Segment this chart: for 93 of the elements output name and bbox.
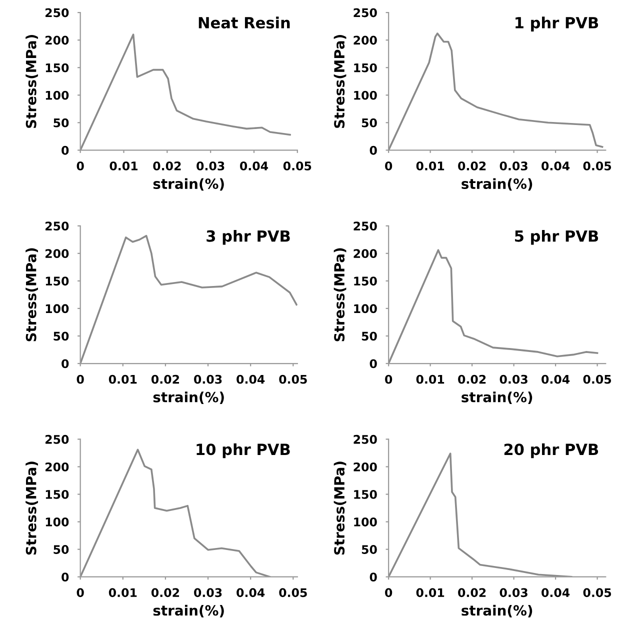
x-axis-title: strain(%) xyxy=(153,392,224,404)
y-tick-label: 0 xyxy=(62,359,69,368)
y-tick-label: 100 xyxy=(46,304,69,314)
x-axis-title: strain(%) xyxy=(462,178,532,191)
x-tick-label: 0 xyxy=(76,374,84,384)
x-tick-label: 0 xyxy=(385,374,392,384)
x-tick-label: 0.02 xyxy=(153,161,181,170)
chart-title: Neat Resin xyxy=(198,16,290,28)
x-axis-title: strain(%) xyxy=(153,604,224,618)
y-tick-label: 200 xyxy=(354,36,377,45)
x-tick-label: 0.05 xyxy=(583,161,612,170)
x-axis-title: strain(%) xyxy=(462,604,532,618)
x-axis-title: strain(%) xyxy=(462,392,532,404)
x-tick-label: 0 xyxy=(385,588,392,598)
chart-title: 3 phr PVB xyxy=(206,230,290,245)
x-tick-label: 0.04 xyxy=(236,374,265,384)
y-tick-label: 0 xyxy=(62,572,69,582)
chart-title: 20 phr PVB xyxy=(504,443,598,458)
y-tick-label: 200 xyxy=(46,249,69,258)
x-tick-label: 0.02 xyxy=(151,588,180,598)
y-tick-label: 200 xyxy=(46,462,69,472)
y-tick-label: 150 xyxy=(46,63,69,72)
y-tick-label: 100 xyxy=(46,90,69,100)
y-tick-label: 0 xyxy=(62,146,69,155)
y-tick-label: 250 xyxy=(46,434,69,444)
x-tick-label: 0.03 xyxy=(500,374,528,384)
y-axis-title: Stress(MPa) xyxy=(334,248,346,342)
y-tick-label: 200 xyxy=(46,36,69,45)
x-tick-label: 0.03 xyxy=(500,588,528,598)
y-tick-label: 200 xyxy=(354,249,377,258)
y-axis-title: Stress(MPa) xyxy=(26,34,38,128)
y-tick-label: 0 xyxy=(370,146,377,155)
x-tick-label: 0.03 xyxy=(194,588,222,598)
y-tick-label: 250 xyxy=(354,434,377,444)
y-tick-label: 50 xyxy=(54,332,69,341)
y-tick-label: 250 xyxy=(46,8,69,18)
y-tick-label: 150 xyxy=(354,63,377,72)
y-tick-label: 100 xyxy=(354,518,377,526)
x-tick-label: 0.01 xyxy=(108,588,137,598)
y-axis-title: Stress(MPa) xyxy=(334,462,346,555)
y-tick-label: 0 xyxy=(370,572,377,582)
y-axis-title: Stress(MPa) xyxy=(334,34,346,128)
x-tick-label: 0.03 xyxy=(196,161,224,170)
x-tick-label: 0.01 xyxy=(416,588,444,598)
x-tick-label: 0.01 xyxy=(416,161,444,170)
y-tick-label: 200 xyxy=(354,462,377,472)
x-tick-label: 0.04 xyxy=(542,588,570,598)
y-tick-label: 250 xyxy=(354,8,377,18)
line-series xyxy=(388,249,598,364)
x-tick-label: 0 xyxy=(76,161,84,170)
y-tick-label: 50 xyxy=(54,545,69,554)
chart-title: 5 phr PVB xyxy=(515,230,598,245)
y-tick-label: 50 xyxy=(362,118,377,128)
y-tick-label: 150 xyxy=(46,276,69,286)
x-tick-label: 0.03 xyxy=(500,161,528,170)
x-tick-label: 0 xyxy=(76,588,84,598)
x-tick-label: 0.02 xyxy=(458,161,486,170)
y-tick-label: 150 xyxy=(354,490,377,499)
y-axis-title: Stress(MPa) xyxy=(26,248,38,342)
y-tick-label: 150 xyxy=(354,276,377,286)
x-tick-label: 0.05 xyxy=(283,161,312,170)
x-tick-label: 0.01 xyxy=(108,374,137,384)
chart-title: 10 phr PVB xyxy=(196,443,290,458)
line-series xyxy=(80,34,291,150)
x-tick-label: 0.05 xyxy=(279,374,307,384)
x-tick-label: 0 xyxy=(385,161,392,170)
y-tick-label: 100 xyxy=(354,90,377,100)
y-tick-label: 50 xyxy=(54,118,69,128)
x-axis-title: strain(%) xyxy=(153,178,224,191)
x-tick-label: 0.04 xyxy=(542,374,570,384)
x-tick-label: 0.02 xyxy=(151,374,180,384)
x-tick-label: 0.05 xyxy=(583,588,612,598)
x-tick-label: 0.02 xyxy=(458,588,486,598)
y-tick-label: 250 xyxy=(46,222,69,231)
line-series xyxy=(388,32,604,150)
x-tick-label: 0.02 xyxy=(458,374,486,384)
x-tick-label: 0.04 xyxy=(542,161,570,170)
x-tick-label: 0.01 xyxy=(416,374,444,384)
y-tick-label: 150 xyxy=(46,490,69,499)
y-tick-label: 250 xyxy=(354,222,377,231)
chart-title: 1 phr PVB xyxy=(516,16,598,32)
x-tick-label: 0.01 xyxy=(110,161,138,170)
x-tick-label: 0.05 xyxy=(279,588,307,598)
y-tick-label: 50 xyxy=(362,545,377,554)
y-tick-label: 100 xyxy=(46,518,69,526)
x-tick-label: 0.05 xyxy=(583,374,612,384)
x-tick-label: 0.03 xyxy=(194,374,222,384)
x-tick-label: 0.04 xyxy=(240,161,268,170)
x-tick-label: 0.04 xyxy=(236,588,265,598)
y-tick-label: 50 xyxy=(362,332,377,341)
y-tick-label: 0 xyxy=(370,359,377,368)
y-axis-title: Stress(MPa) xyxy=(26,462,38,555)
y-tick-label: 100 xyxy=(354,304,377,314)
